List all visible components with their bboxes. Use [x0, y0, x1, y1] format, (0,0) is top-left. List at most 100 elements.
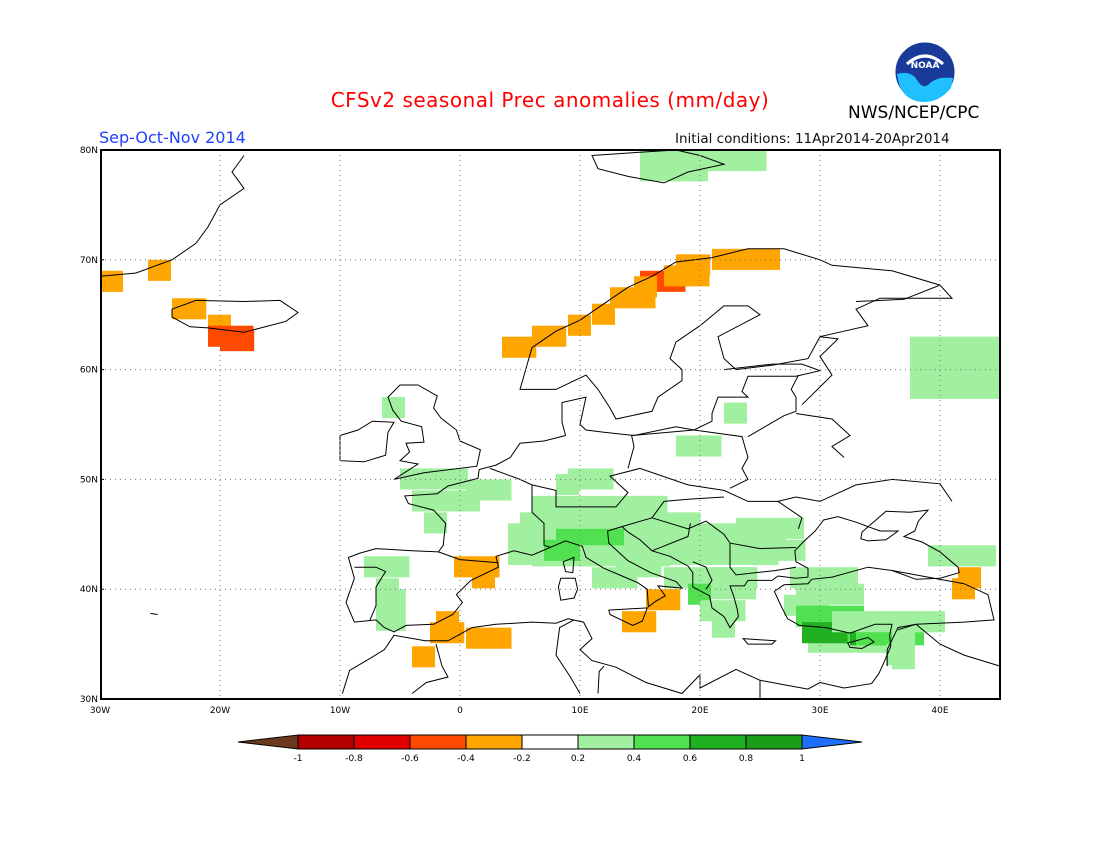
- anomaly-cell: [466, 479, 512, 501]
- colorbar-box: [745, 734, 803, 750]
- border-line: [729, 543, 797, 576]
- lat-tick-label: 70N: [80, 256, 98, 266]
- lat-tick-label: 50N: [80, 475, 98, 485]
- anomaly-cell: [724, 402, 747, 424]
- lat-tick-label: 80N: [80, 146, 98, 156]
- organization-label: NWS/NCEP/CPC: [848, 103, 980, 123]
- anomaly-cell: [676, 254, 711, 276]
- colorbar-tick-label: 0.6: [683, 754, 698, 764]
- border-line: [555, 619, 581, 694]
- anomaly-cell: [712, 567, 758, 589]
- colorbar-box: [633, 734, 691, 750]
- colorbar-tick-label: -1: [294, 754, 303, 764]
- border-line: [747, 374, 799, 438]
- map-frame: [100, 149, 1001, 700]
- colorbar-boxes: [238, 734, 863, 750]
- border-line: [411, 643, 449, 694]
- colorbar-tick-label: -0.2: [513, 754, 531, 764]
- coastline: [562, 556, 575, 574]
- border-line: [561, 363, 822, 437]
- coastline: [846, 636, 875, 650]
- colorbar-arrow-high: [801, 734, 863, 750]
- anomaly-cells: [100, 150, 1001, 670]
- anomaly-cell: [592, 303, 615, 325]
- lon-tick-label: 10E: [571, 706, 588, 716]
- lon-tick-label: 10W: [330, 706, 350, 716]
- colorbar-box: [465, 734, 523, 750]
- coastline: [608, 607, 648, 626]
- colorbar-box: [689, 734, 747, 750]
- anomaly-cell: [100, 270, 123, 292]
- colorbar-tick-label: 0.8: [739, 754, 754, 764]
- border-line: [99, 155, 245, 277]
- colorbar-tick-label: 0.2: [571, 754, 585, 764]
- precipitation-anomaly-map: 80N 70N 60N 50N 40N 30N 30W 20W 10W 0 10E 20E 30E 40…: [80, 146, 1001, 716]
- anomaly-cell: [736, 517, 804, 539]
- anomaly-cell: [472, 567, 495, 589]
- colorbar: -1 -0.8 -0.6 -0.4 -0.2 0.2 0.4 0.6 0.8 1: [238, 734, 863, 764]
- border-line: [621, 496, 725, 528]
- coastline: [519, 248, 954, 420]
- anomaly-cell: [172, 298, 207, 320]
- anomaly-cell: [502, 336, 537, 358]
- anomaly-cell: [148, 259, 171, 281]
- border-line: [801, 336, 840, 406]
- border-line: [150, 612, 158, 615]
- anomaly-cell: [622, 611, 657, 633]
- longitude-labels: 30W 20W 10W 0 10E 20E 30E 40E: [90, 706, 949, 716]
- colorbar-tick-label: -0.4: [457, 754, 475, 764]
- border-line: [795, 413, 851, 458]
- coastlines: [99, 149, 1001, 699]
- border-line: [597, 665, 605, 694]
- anomaly-cell: [400, 468, 468, 490]
- border-line: [777, 500, 803, 529]
- coastline: [557, 577, 579, 601]
- logo-text: NOAA: [911, 61, 940, 71]
- anomaly-cell: [646, 589, 681, 611]
- colorbar-tick-label: 0.4: [627, 754, 642, 764]
- border-line: [651, 523, 691, 552]
- anomaly-cell: [424, 512, 447, 534]
- lat-tick-label: 60N: [80, 366, 98, 376]
- anomaly-cell: [382, 397, 405, 419]
- border-line: [531, 467, 953, 508]
- border-line: [651, 517, 797, 550]
- colorbar-box: [297, 734, 355, 750]
- lon-tick-label: 20E: [691, 706, 708, 716]
- anomaly-cell: [412, 646, 435, 668]
- border-line: [341, 435, 960, 695]
- anomaly-cell: [430, 622, 465, 644]
- coastline: [387, 384, 481, 480]
- coastline: [591, 149, 726, 184]
- anomaly-cell: [466, 627, 512, 649]
- lon-tick-label: 30E: [811, 706, 828, 716]
- graticule: [100, 150, 1000, 699]
- anomaly-cell: [910, 336, 1001, 399]
- coastline: [171, 299, 299, 333]
- colorbar-tick-label: -0.6: [401, 754, 419, 764]
- lon-tick-label: 20W: [210, 706, 230, 716]
- colorbar-box: [409, 734, 467, 750]
- anomaly-cell: [760, 539, 806, 561]
- map-title: CFSv2 seasonal Prec anomalies (mm/day): [330, 88, 770, 112]
- coastline: [339, 420, 395, 463]
- lat-tick-label: 30N: [80, 695, 98, 705]
- border-line: [692, 561, 713, 590]
- anomaly-cell: [364, 556, 410, 578]
- colorbar-box: [577, 734, 635, 750]
- colorbar-tick-label: 1: [799, 754, 805, 764]
- season-label: Sep-Oct-Nov 2014: [99, 128, 246, 147]
- anomaly-cell: [412, 490, 480, 512]
- lon-tick-label: 40E: [931, 706, 948, 716]
- noaa-logo: NOAA: [894, 41, 956, 103]
- lon-tick-label: 30W: [90, 706, 110, 716]
- colorbar-box: [521, 734, 579, 750]
- border-line: [627, 429, 749, 489]
- colorbar-box: [353, 734, 411, 750]
- colorbar-arrow-low: [238, 734, 299, 750]
- lon-tick-label: 0: [457, 706, 463, 716]
- border-line: [855, 284, 941, 302]
- lat-tick-label: 40N: [80, 585, 98, 595]
- latitude-labels: 80N 70N 60N 50N 40N 30N: [80, 146, 104, 705]
- anomaly-cell: [952, 578, 975, 600]
